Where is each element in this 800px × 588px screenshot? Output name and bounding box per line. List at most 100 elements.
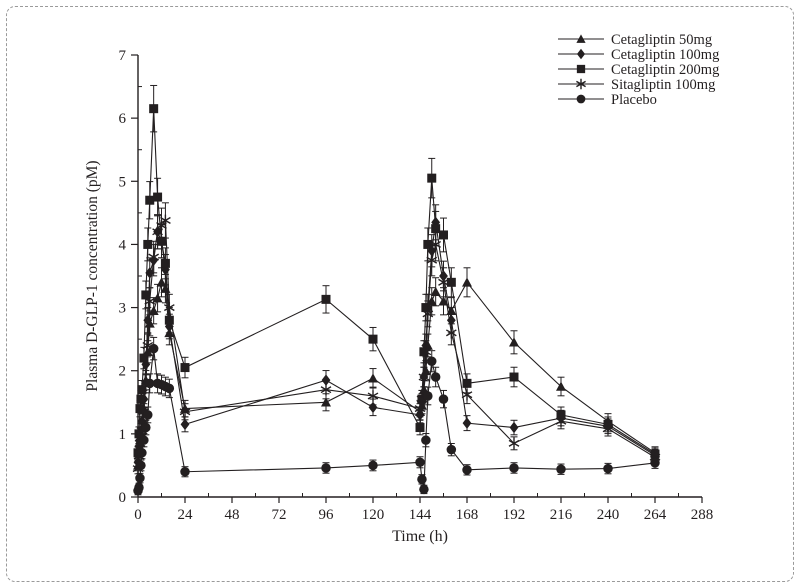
- circle-marker: [423, 391, 433, 401]
- circle-marker: [462, 465, 472, 475]
- asterisk-marker: [160, 214, 171, 227]
- diamond-marker: [180, 418, 190, 431]
- circle-marker: [139, 435, 149, 445]
- circle-marker: [427, 356, 437, 366]
- circle-marker: [419, 484, 429, 495]
- series-line: [137, 218, 656, 469]
- asterisk-marker: [576, 78, 586, 90]
- square-marker: [462, 378, 472, 388]
- asterisk-marker: [144, 295, 156, 308]
- triangle-marker: [321, 397, 331, 407]
- asterisk-marker: [414, 402, 426, 415]
- square-marker: [427, 173, 437, 183]
- triangle-marker: [156, 277, 167, 287]
- asterisk-marker: [367, 390, 379, 402]
- asterisk-marker: [461, 388, 473, 401]
- square-marker: [576, 64, 586, 74]
- square-marker: [446, 277, 456, 287]
- circle-marker: [148, 343, 159, 354]
- square-marker: [137, 385, 147, 395]
- x-tick-label: 72: [272, 507, 287, 523]
- series-cetagliptin-200mg: [133, 84, 660, 461]
- asterisk-marker: [555, 415, 567, 427]
- triangle-marker: [576, 34, 586, 43]
- square-marker: [421, 303, 431, 313]
- circle-marker: [650, 458, 660, 468]
- y-axis-title: Plasma D-GLP-1 concentration (pM): [84, 160, 101, 391]
- square-marker: [134, 429, 144, 439]
- series-placebo: [133, 336, 660, 496]
- diamond-marker: [368, 401, 378, 414]
- circle-marker: [136, 460, 146, 471]
- square-marker: [153, 192, 163, 202]
- asterisk-marker: [320, 383, 332, 396]
- square-marker: [160, 258, 170, 268]
- asterisk-marker: [179, 406, 191, 418]
- circle-marker: [417, 474, 427, 485]
- legend-label: Cetagliptin 200mg: [611, 62, 719, 78]
- square-marker: [423, 239, 433, 249]
- legend-label: Placebo: [611, 92, 657, 108]
- legend-item-cetagliptin-50mg: Cetagliptin 50mg: [558, 32, 712, 48]
- x-tick-label: 144: [409, 507, 432, 523]
- legend-label: Sitagliptin 100mg: [611, 77, 715, 93]
- circle-marker: [509, 463, 519, 473]
- square-marker: [415, 423, 425, 433]
- triangle-marker: [556, 381, 566, 391]
- asterisk-marker: [430, 238, 442, 251]
- square-marker: [143, 239, 153, 249]
- asterisk-marker: [420, 346, 432, 358]
- circle-marker: [137, 448, 147, 458]
- triangle-marker: [430, 286, 441, 297]
- circle-marker: [603, 463, 613, 474]
- y-tick-label: 1: [119, 427, 127, 443]
- x-tick-label: 288: [691, 507, 714, 523]
- x-tick-label: 120: [362, 507, 385, 523]
- plot-area: 0 24 48 72 96 120 144 168 192 216 240 264 288 0 1 2 3 4 5 6…: [119, 48, 714, 523]
- triangle-marker: [152, 293, 163, 303]
- series-cetagliptin-100mg: [133, 204, 660, 469]
- circle-marker: [164, 383, 175, 394]
- diamond-marker: [576, 48, 586, 60]
- x-tick-label: 48: [225, 507, 240, 523]
- x-tick-label: 240: [597, 507, 620, 523]
- square-marker: [419, 347, 429, 357]
- x-tick-label: 216: [550, 507, 573, 523]
- triangle-marker: [160, 283, 171, 293]
- circle-marker: [143, 410, 153, 420]
- triangle-marker: [438, 296, 449, 306]
- y-tick-label: 7: [119, 48, 127, 64]
- y-tick-label: 2: [119, 364, 127, 380]
- diamond-marker: [143, 314, 153, 326]
- asterisk-marker: [508, 437, 520, 450]
- square-marker: [368, 334, 378, 344]
- series-sitagliptin-100mg: [132, 202, 661, 475]
- circle-marker: [141, 422, 151, 433]
- asterisk-marker: [438, 276, 449, 289]
- circle-marker: [438, 394, 449, 404]
- legend-label: Cetagliptin 50mg: [611, 32, 712, 48]
- square-marker: [180, 363, 190, 373]
- legend-item-placebo: Placebo: [558, 92, 657, 108]
- x-tick-label: 264: [644, 507, 667, 523]
- square-marker: [145, 195, 155, 205]
- series-line: [137, 280, 656, 466]
- x-tick-label: 192: [503, 507, 526, 523]
- legend-item-cetagliptin-200mg: Cetagliptin 200mg: [558, 62, 719, 78]
- y-tick-label: 0: [119, 490, 127, 506]
- x-tick-label: 168: [456, 507, 479, 523]
- asterisk-marker: [422, 308, 434, 320]
- x-tick-label: 96: [319, 507, 335, 523]
- y-tick-label: 4: [119, 237, 127, 253]
- square-marker: [439, 230, 448, 240]
- y-tick-label: 6: [119, 111, 127, 127]
- circle-marker: [430, 372, 441, 382]
- circle-marker: [368, 460, 378, 471]
- asterisk-marker: [418, 371, 430, 383]
- asterisk-marker: [163, 301, 175, 314]
- legend-item-sitagliptin-100mg: Sitagliptin 100mg: [558, 77, 715, 93]
- square-marker: [139, 353, 149, 363]
- diamond-marker: [462, 417, 472, 429]
- triangle-marker: [368, 373, 378, 383]
